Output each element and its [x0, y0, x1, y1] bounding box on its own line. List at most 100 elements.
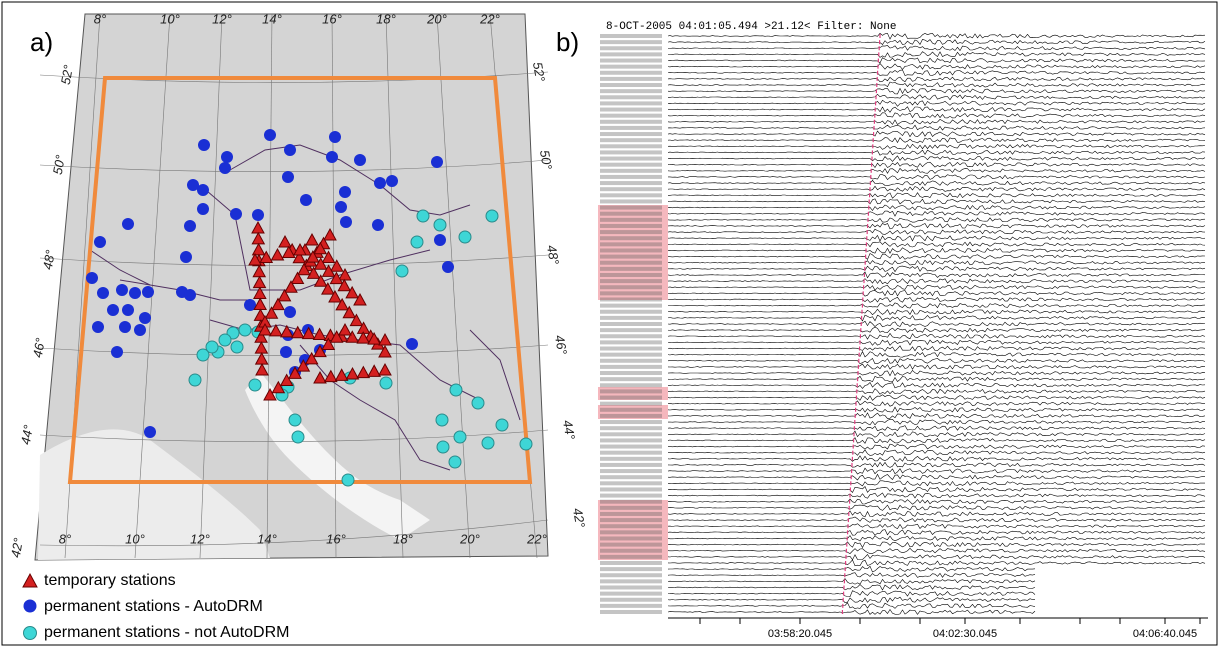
station-nonautodrm [519, 437, 533, 451]
station-label [600, 554, 662, 559]
station-nonautodrm [218, 333, 232, 347]
temporary-station [312, 327, 327, 341]
trace [667, 130, 1206, 138]
lon-label: 8° [59, 531, 71, 546]
permanent-station [386, 175, 398, 187]
legend: temporary stations permanent stations - … [22, 572, 289, 641]
station-label [600, 389, 662, 394]
station-label [600, 493, 662, 498]
station-label [600, 340, 662, 345]
trace [667, 516, 1206, 523]
temporary-station [367, 364, 382, 377]
temporary-station [353, 292, 367, 306]
station-label [600, 83, 662, 88]
trace [667, 149, 1206, 156]
permanent-station [406, 338, 418, 350]
trace [667, 99, 1206, 107]
station-label [600, 591, 662, 596]
permanent-station [372, 219, 384, 231]
trace [667, 161, 1206, 169]
permanent-station [86, 272, 98, 284]
trace [667, 510, 1206, 518]
station-label [600, 181, 662, 186]
station-label [600, 211, 662, 216]
temporary-station [293, 242, 307, 256]
seismograms [600, 32, 1206, 615]
lon-label: 22° [526, 531, 547, 546]
permanent-station [92, 321, 104, 333]
temporary-station [292, 250, 307, 264]
permanent-station [442, 261, 454, 273]
station-label [600, 187, 662, 192]
trace [667, 265, 1206, 273]
trace [667, 192, 1206, 199]
permanent-station [434, 234, 446, 246]
trace [667, 278, 1206, 285]
trace [667, 350, 1206, 358]
station-label [600, 58, 662, 63]
station-label [600, 242, 662, 247]
lon-label: 16° [322, 11, 342, 26]
station-label [600, 420, 662, 425]
trace [667, 498, 1206, 505]
trace [667, 217, 1206, 223]
lon-label: 20° [426, 11, 447, 26]
trace [667, 455, 1206, 462]
station-label [600, 530, 662, 535]
lat-label: 42° [8, 537, 26, 559]
lon-label: 16° [326, 531, 346, 546]
trace [667, 430, 1206, 438]
trace [667, 314, 1206, 322]
station-label [600, 260, 662, 265]
trace [667, 119, 1206, 125]
station-label [600, 266, 662, 271]
permanent-station [129, 287, 141, 299]
permanent-station [198, 139, 210, 151]
lat-label: 52° [530, 61, 548, 83]
station-nonautodrm [436, 440, 450, 454]
station-nonautodrm [291, 430, 305, 444]
trace [667, 467, 1206, 475]
temporary-station [284, 280, 298, 293]
station-label [600, 64, 662, 69]
station-nonautodrm [205, 340, 219, 354]
station-label [600, 125, 662, 130]
station-nonautodrm [453, 430, 467, 444]
legend-label: permanent stations - AutoDRM [44, 598, 263, 615]
trace [667, 204, 1206, 212]
temporary-station [279, 373, 294, 387]
meridian [436, 13, 471, 559]
temporary-station [279, 324, 294, 338]
permanent-station [144, 426, 156, 438]
station-label [600, 46, 662, 51]
trace [667, 63, 1206, 70]
station-nonautodrm [435, 413, 449, 427]
station-label [600, 450, 662, 455]
station-label [600, 524, 662, 529]
trace [667, 584, 1036, 591]
temporary-station [338, 322, 352, 336]
temporary-station [329, 330, 344, 343]
station-label [600, 407, 662, 412]
station-label [600, 223, 662, 228]
station-label [600, 585, 662, 590]
trace [667, 222, 1206, 230]
trace [667, 106, 1206, 113]
station-label [600, 542, 662, 547]
trace [667, 492, 1206, 499]
temporary-station [313, 241, 328, 255]
station-label [600, 174, 662, 179]
trace [667, 523, 1206, 529]
station-label [600, 132, 662, 137]
trace [667, 590, 1036, 598]
permanent-station [187, 179, 199, 191]
trace [667, 234, 1206, 242]
permanent-station [122, 304, 134, 316]
meridian [266, 13, 273, 559]
map [34, 13, 549, 561]
temporary-station [321, 264, 336, 277]
temporary-station [356, 365, 371, 379]
permanent-station [111, 346, 123, 358]
lat-label: 50° [537, 149, 555, 171]
permanent-station [354, 154, 366, 166]
